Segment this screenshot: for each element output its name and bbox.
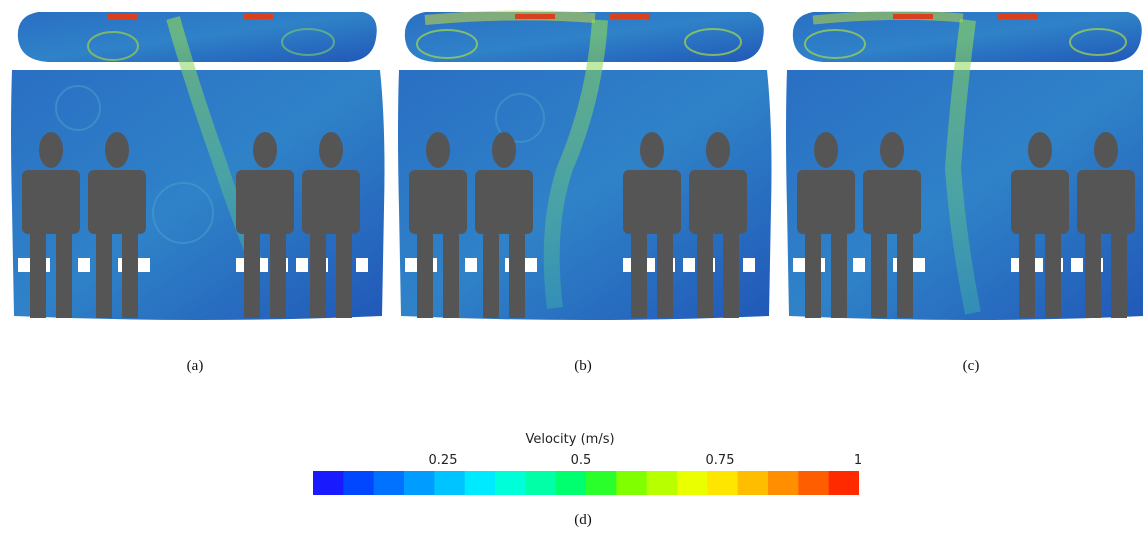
colorbar-segment — [677, 471, 708, 495]
colorbar-segment — [555, 471, 587, 495]
colorbar-segment — [616, 471, 648, 495]
colorbar-segment — [586, 471, 617, 495]
colorbar-segment — [434, 471, 466, 495]
colorbar-segment — [707, 471, 739, 495]
colorbar-segment — [404, 471, 435, 495]
colorbar-title: Velocity (m/s) — [525, 432, 615, 447]
colorbar-tick-2: 0.75 — [705, 453, 735, 468]
caption-c: (c) — [962, 358, 980, 374]
colorbar-segment — [646, 471, 678, 495]
colorbar-tick-0: 0.25 — [428, 453, 458, 468]
colorbar-segment — [464, 471, 496, 495]
colorbar-segment — [343, 471, 375, 495]
flow-field-c — [786, 10, 1143, 320]
colorbar — [313, 471, 859, 495]
colorbar-segment — [525, 471, 557, 495]
caption-b: (b) — [574, 358, 592, 374]
panel-c — [783, 8, 1143, 323]
colorbar-segment — [768, 471, 799, 495]
panel-b — [395, 8, 775, 323]
flow-field-b — [398, 10, 772, 320]
flow-field-a — [11, 12, 385, 320]
caption-a: (a) — [186, 358, 204, 374]
colorbar-segment — [798, 471, 830, 495]
caption-d: (d) — [574, 512, 592, 528]
colorbar-tick-1: 0.5 — [570, 453, 592, 468]
colorbar-segment — [495, 471, 526, 495]
colorbar-segment — [828, 471, 859, 495]
colorbar-segment — [737, 471, 769, 495]
colorbar-segment — [373, 471, 405, 495]
colorbar-segment — [313, 471, 344, 495]
colorbar-tick-3: 1 — [853, 453, 863, 468]
panel-a — [8, 8, 388, 323]
